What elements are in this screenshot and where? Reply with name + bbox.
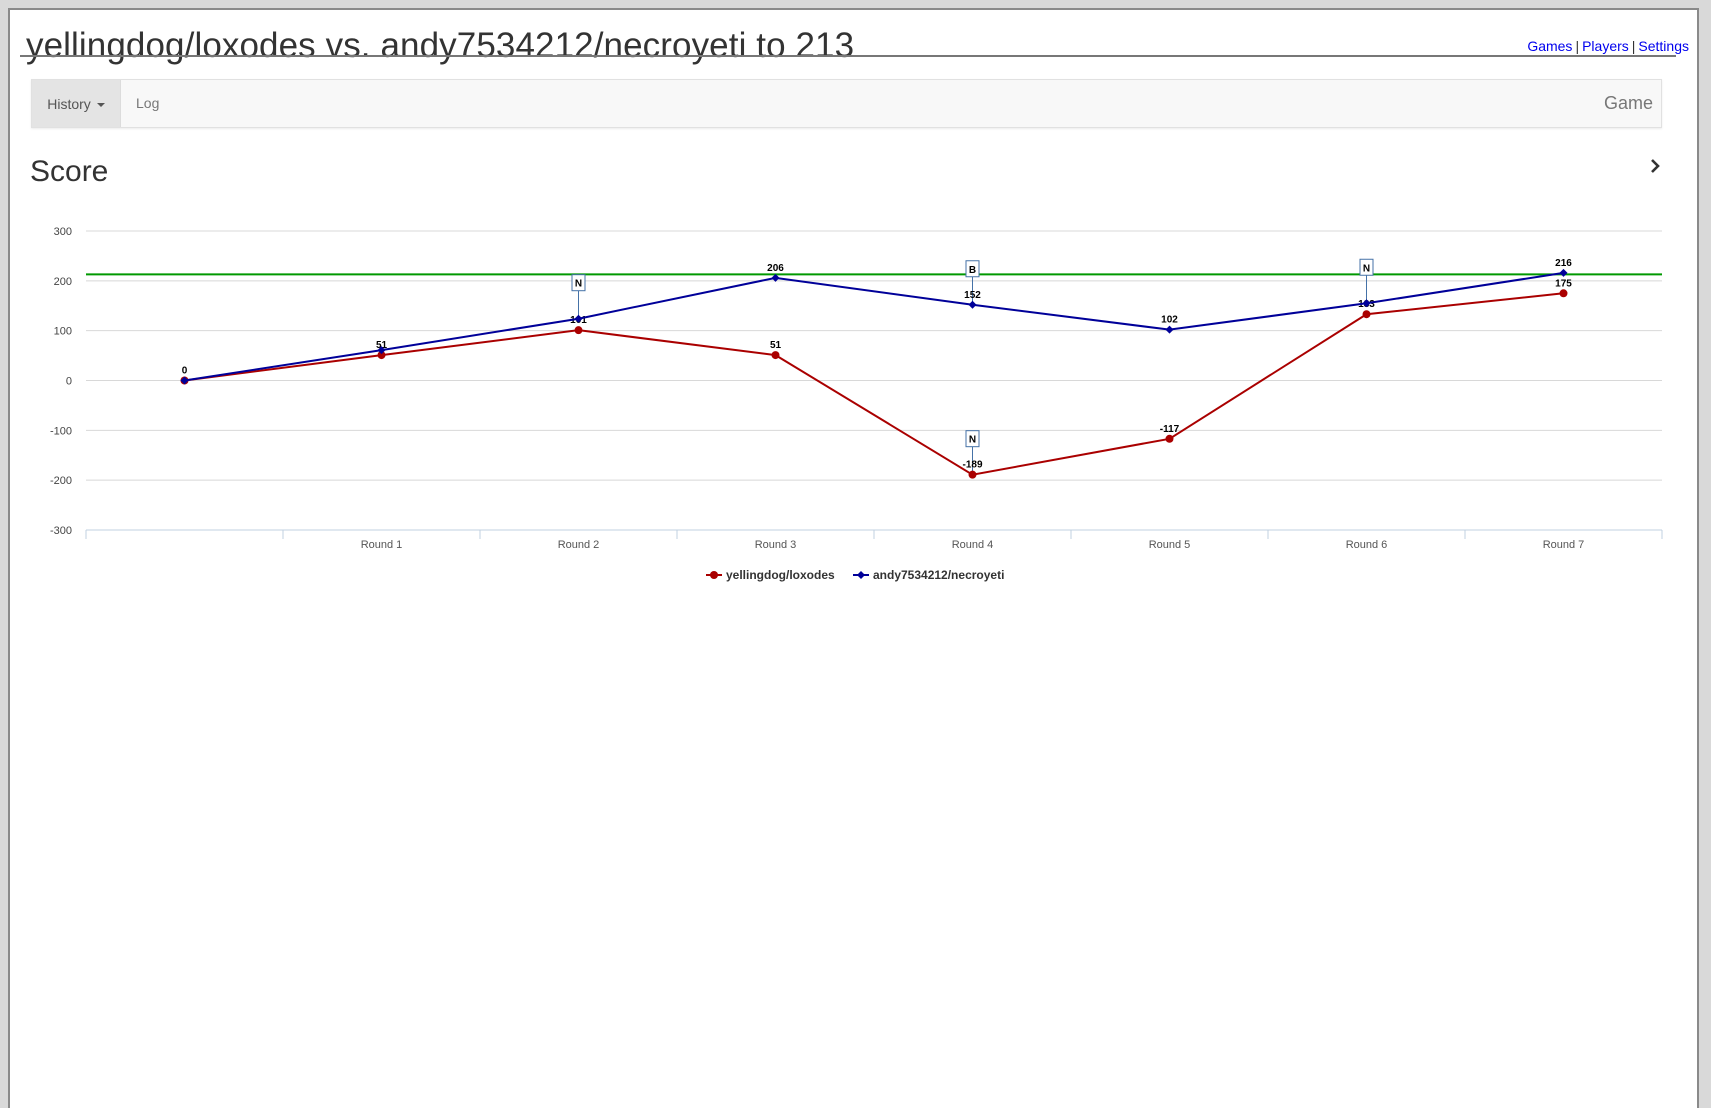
data-label: -117 bbox=[1160, 424, 1180, 435]
y-tick-label: 200 bbox=[54, 276, 72, 288]
x-tick-label: Round 5 bbox=[1149, 539, 1191, 551]
legend-label: andy7534212/necroyeti bbox=[873, 568, 1004, 582]
series-line bbox=[184, 271, 1564, 382]
history-dropdown-button[interactable]: History bbox=[32, 80, 121, 127]
x-tick-label: Round 6 bbox=[1346, 539, 1388, 551]
settings-link[interactable]: Settings bbox=[1638, 38, 1689, 54]
page-frame bbox=[8, 8, 1699, 1108]
x-tick-label: Round 3 bbox=[755, 539, 797, 551]
data-label: 152 bbox=[964, 290, 981, 301]
data-label: 216 bbox=[1555, 258, 1572, 269]
data-point bbox=[771, 351, 780, 360]
flag-label: B bbox=[969, 265, 976, 276]
score-chart: 300 200 100 0 -100 -200 -300 Round 1 Round 2 Roun… bbox=[50, 226, 1663, 582]
legend-label: yellingdog/loxodes bbox=[726, 568, 835, 582]
x-tick-label: Round 1 bbox=[361, 539, 403, 551]
data-point bbox=[1559, 289, 1568, 298]
link-separator: | bbox=[1575, 38, 1580, 54]
flag-box bbox=[571, 274, 586, 292]
title-divider bbox=[20, 55, 1676, 57]
x-tick-label: Round 7 bbox=[1543, 539, 1585, 551]
data-point bbox=[574, 314, 583, 323]
players-link[interactable]: Players bbox=[1582, 38, 1629, 54]
data-point bbox=[1165, 325, 1174, 334]
data-label: 0 bbox=[182, 366, 188, 377]
data-point bbox=[771, 273, 780, 282]
data-label: 51 bbox=[376, 340, 388, 351]
history-label: History bbox=[47, 95, 91, 112]
y-tick-label: -100 bbox=[50, 425, 72, 437]
flag-box bbox=[965, 260, 980, 278]
data-point bbox=[574, 326, 583, 335]
caret-down-icon bbox=[96, 102, 105, 107]
flag-label: N bbox=[969, 435, 976, 446]
games-link[interactable]: Games bbox=[1527, 38, 1573, 54]
link-separator: | bbox=[1631, 38, 1636, 54]
flag-box bbox=[1359, 258, 1374, 276]
data-point bbox=[968, 470, 977, 479]
y-tick-label: -300 bbox=[50, 525, 72, 537]
legend-marker bbox=[710, 571, 718, 579]
data-point bbox=[377, 346, 386, 355]
data-point bbox=[968, 300, 977, 309]
game-navbar: History Log Game bbox=[31, 79, 1662, 128]
series-line bbox=[184, 292, 1564, 476]
flag-box bbox=[965, 430, 980, 448]
top-nav-links: Games | Players | Settings bbox=[1527, 38, 1689, 54]
legend-item[interactable]: andy7534212/necroyeti bbox=[853, 568, 1004, 582]
log-link[interactable]: Log bbox=[136, 95, 160, 111]
data-point bbox=[1559, 268, 1568, 277]
score-heading: Score bbox=[30, 155, 109, 188]
y-tick-label: 100 bbox=[54, 326, 72, 338]
data-label: 51 bbox=[770, 340, 782, 351]
data-label: 206 bbox=[767, 263, 784, 274]
flag-label: N bbox=[575, 279, 582, 290]
data-point bbox=[1165, 434, 1174, 443]
page-title: yellingdog/loxodes vs. andy7534212/necro… bbox=[26, 26, 855, 65]
x-tick-label: Round 4 bbox=[952, 539, 994, 551]
data-point bbox=[377, 351, 386, 360]
data-point bbox=[180, 376, 189, 385]
legend-marker bbox=[857, 571, 865, 579]
legend-item[interactable]: yellingdog/loxodes bbox=[706, 568, 835, 582]
flag-label: N bbox=[1363, 263, 1370, 274]
game-link[interactable]: Game bbox=[1603, 93, 1653, 113]
chevron-right-icon[interactable] bbox=[1647, 158, 1663, 174]
y-tick-label: 300 bbox=[54, 226, 72, 238]
x-tick-label: Round 2 bbox=[558, 539, 600, 551]
y-tick-label: 0 bbox=[66, 376, 72, 388]
data-point bbox=[1362, 310, 1371, 319]
data-point bbox=[1362, 299, 1371, 308]
data-label: 102 bbox=[1161, 315, 1178, 326]
data-label: -189 bbox=[962, 460, 982, 471]
data-label: 175 bbox=[1555, 278, 1572, 289]
y-tick-label: -200 bbox=[50, 475, 72, 487]
